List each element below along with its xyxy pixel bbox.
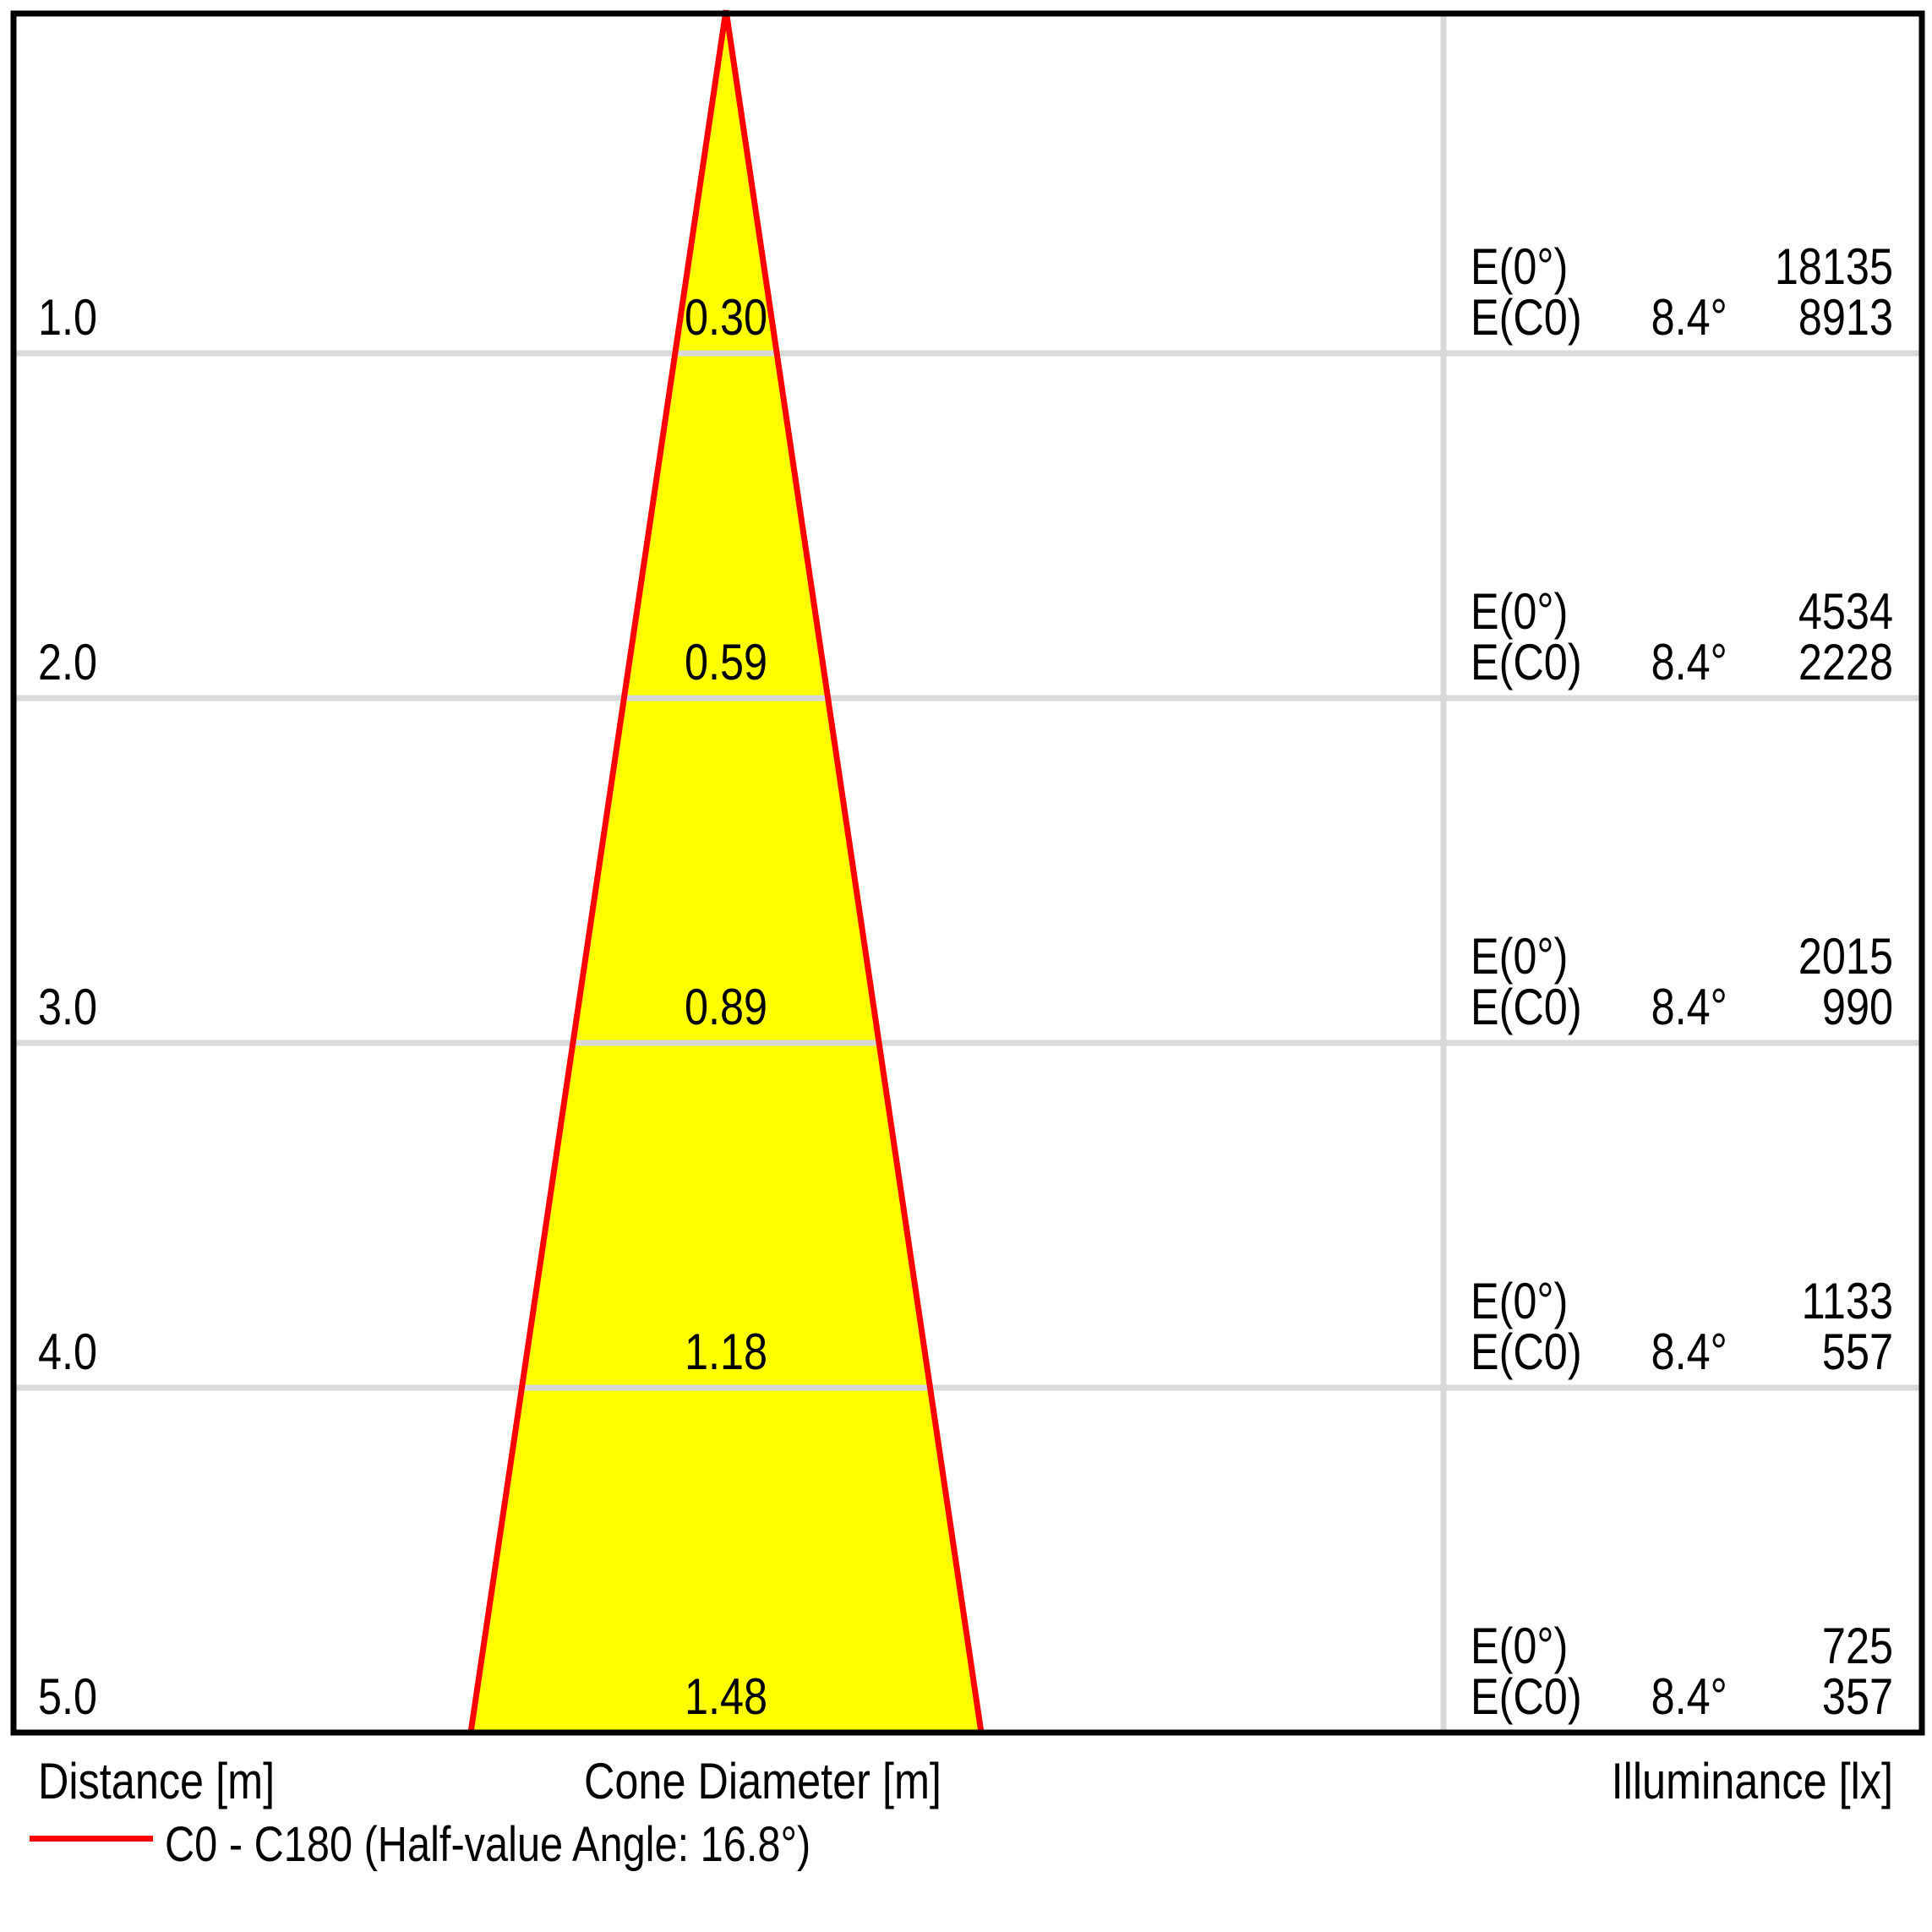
ec0-line: E(C0) 8.4° 990	[1471, 982, 1893, 1033]
legend-line-swatch	[30, 1836, 153, 1842]
ec0-angle: 8.4°	[1651, 289, 1727, 346]
e0-line: E(0°) 1133	[1471, 1276, 1893, 1327]
ec0-value: 557	[1821, 1323, 1893, 1380]
plot-border	[10, 10, 1925, 1736]
e0-value: 1133	[1801, 1273, 1893, 1329]
e0-angle-spacer	[1640, 1276, 1711, 1327]
ec0-value: 2228	[1798, 634, 1893, 690]
cone-diameter-value: 1.48	[684, 1668, 768, 1725]
ec0-line: E(C0) 8.4° 557	[1471, 1327, 1893, 1378]
cone-outline-left	[467, 9, 729, 1733]
e0-angle-spacer	[1640, 587, 1711, 637]
cone-outline-right	[723, 9, 985, 1733]
ec0-angle: 8.4°	[1651, 979, 1727, 1035]
ec0-angle: 8.4°	[1651, 1668, 1727, 1725]
ec0-value: 357	[1821, 1668, 1893, 1725]
ec0-label: E(C0)	[1471, 1323, 1582, 1380]
ec0-label: E(C0)	[1471, 289, 1582, 346]
light-cone-fill	[471, 10, 981, 1733]
ec0-value: 990	[1821, 979, 1893, 1035]
ec0-angle: 8.4°	[1651, 1323, 1727, 1380]
e0-line: E(0°) 4534	[1471, 587, 1893, 637]
e0-value: 2015	[1798, 928, 1893, 985]
distance-value: 4.0	[38, 1323, 98, 1380]
ec0-line: E(C0) 8.4° 2228	[1471, 637, 1893, 688]
cone-diameter-value: 0.89	[684, 979, 768, 1035]
e0-value: 4534	[1798, 583, 1893, 640]
ec0-value: 8913	[1798, 289, 1893, 346]
distance-axis-label: Distance [m]	[38, 1753, 276, 1809]
ec0-line: E(C0) 8.4° 8913	[1471, 292, 1893, 343]
e0-line: E(0°) 725	[1471, 1621, 1893, 1672]
e0-angle-spacer	[1640, 1621, 1711, 1672]
cone-diameter-value: 1.18	[684, 1323, 768, 1380]
e0-label: E(0°)	[1471, 1618, 1569, 1674]
ec0-line: E(C0) 8.4° 357	[1471, 1672, 1893, 1722]
e0-label: E(0°)	[1471, 1273, 1569, 1329]
ec0-angle: 8.4°	[1651, 634, 1727, 690]
e0-line: E(0°) 18135	[1471, 242, 1893, 292]
ec0-label: E(C0)	[1471, 979, 1582, 1035]
illuminance-axis-label: Illuminance [lx]	[1611, 1753, 1893, 1809]
distance-value: 2.0	[38, 634, 98, 690]
e0-value: 725	[1821, 1618, 1893, 1674]
ec0-label: E(C0)	[1471, 1668, 1582, 1725]
e0-angle-spacer	[1640, 931, 1711, 982]
cone-diameter-value: 0.59	[684, 634, 768, 690]
cone-diameter-value: 0.30	[684, 289, 768, 346]
e0-angle-spacer	[1640, 242, 1711, 292]
distance-value: 3.0	[38, 979, 98, 1035]
e0-label: E(0°)	[1471, 928, 1569, 985]
ec0-label: E(C0)	[1471, 634, 1582, 690]
e0-line: E(0°) 2015	[1471, 931, 1893, 982]
distance-value: 5.0	[38, 1668, 98, 1725]
e0-value: 18135	[1774, 238, 1893, 295]
e0-label: E(0°)	[1471, 583, 1569, 640]
legend-label: C0 - C180 (Half-value Angle: 16.8°)	[165, 1817, 811, 1872]
distance-value: 1.0	[38, 289, 98, 346]
cone-diameter-axis-label: Cone Diameter [m]	[584, 1753, 941, 1809]
e0-label: E(0°)	[1471, 238, 1569, 295]
